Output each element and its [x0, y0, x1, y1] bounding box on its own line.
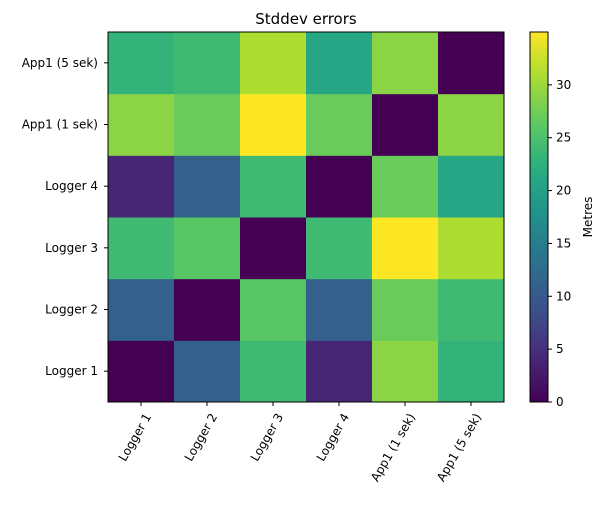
x-tick-label: Logger 3 — [248, 411, 287, 464]
colorbar-tick-label: 5 — [556, 342, 564, 356]
heatmap-cell-3-5 — [438, 155, 505, 218]
heatmap-cell-5-5 — [438, 32, 505, 95]
y-tick-label: App1 (5 sek) — [22, 56, 98, 70]
heatmap-cell-0-5 — [438, 340, 505, 403]
y-tick-label: Logger 3 — [45, 241, 98, 255]
colorbar-gradient — [529, 31, 549, 403]
heatmap-cell-0-2 — [240, 340, 307, 403]
y-tick-label: Logger 1 — [45, 364, 98, 378]
heatmap-cell-5-3 — [306, 32, 373, 95]
colorbar-tick-label: 15 — [556, 236, 571, 250]
x-tick-label: App1 (1 sek) — [368, 411, 418, 484]
y-tick-label: App1 (1 sek) — [22, 118, 98, 132]
colorbar: 0 5 10 15 20 25 30 Metres — [529, 31, 595, 409]
heatmap-cell-2-5 — [438, 217, 505, 280]
heatmap-cell-4-4 — [372, 93, 439, 156]
heatmap-cell-1-3 — [306, 278, 373, 341]
heatmap-cell-4-2 — [240, 93, 307, 156]
chart-title: Stddev errors — [255, 10, 357, 28]
colorbar-tick-label: 0 — [556, 395, 564, 409]
y-tick-label: Logger 2 — [45, 303, 98, 317]
heatmap-cell-1-0 — [108, 278, 175, 341]
heatmap-cell-4-3 — [306, 93, 373, 156]
heatmap-cell-5-0 — [108, 32, 175, 95]
heatmap-cell-1-4 — [372, 278, 439, 341]
y-tick-label: Logger 4 — [45, 179, 98, 193]
heatmap-cell-5-2 — [240, 32, 307, 95]
heatmap-cell-0-4 — [372, 340, 439, 403]
heatmap-cell-2-2 — [240, 217, 307, 280]
x-tick-label: Logger 2 — [182, 411, 221, 464]
heatmap-cell-3-4 — [372, 155, 439, 218]
x-tick-label: App1 (5 sek) — [434, 411, 484, 484]
heatmap-cell-4-5 — [438, 93, 505, 156]
heatmap-cell-2-0 — [108, 217, 175, 280]
heatmap-cell-2-1 — [174, 217, 241, 280]
heatmap-cell-2-4 — [372, 217, 439, 280]
heatmap-cell-3-2 — [240, 155, 307, 218]
heatmap-cell-1-5 — [438, 278, 505, 341]
x-axis-ticks: Logger 1 Logger 2 Logger 3 Logger 4 App1 (1 … — [116, 402, 484, 484]
heatmap-cell-0-1 — [174, 340, 241, 403]
axes-frame — [107, 31, 505, 403]
colorbar-tick-label: 10 — [556, 289, 571, 303]
x-tick-label: Logger 1 — [116, 411, 155, 464]
heatmap-cell-0-3 — [306, 340, 373, 403]
colorbar-tick-label: 30 — [556, 78, 571, 92]
heatmap-cell-4-1 — [174, 93, 241, 156]
colorbar-tick-label: 20 — [556, 184, 571, 198]
heatmap-cell-3-3 — [306, 155, 373, 218]
heatmap-cell-4-0 — [108, 93, 175, 156]
heatmap-cell-5-4 — [372, 32, 439, 95]
x-tick-label: Logger 4 — [314, 411, 353, 464]
heatmap-cells — [108, 32, 505, 403]
colorbar-label: Metres — [581, 197, 595, 238]
heatmap-cell-1-2 — [240, 278, 307, 341]
heatmap-cell-0-0 — [108, 340, 175, 403]
heatmap-cell-2-3 — [306, 217, 373, 280]
heatmap-cell-3-0 — [108, 155, 175, 218]
heatmap-cell-3-1 — [174, 155, 241, 218]
heatmap-cell-5-1 — [174, 32, 241, 95]
colorbar-tick-label: 25 — [556, 131, 571, 145]
heatmap-cell-1-1 — [174, 278, 241, 341]
y-axis-ticks: Logger 1 Logger 2 Logger 3 Logger 4 App1 (1 … — [22, 56, 108, 378]
